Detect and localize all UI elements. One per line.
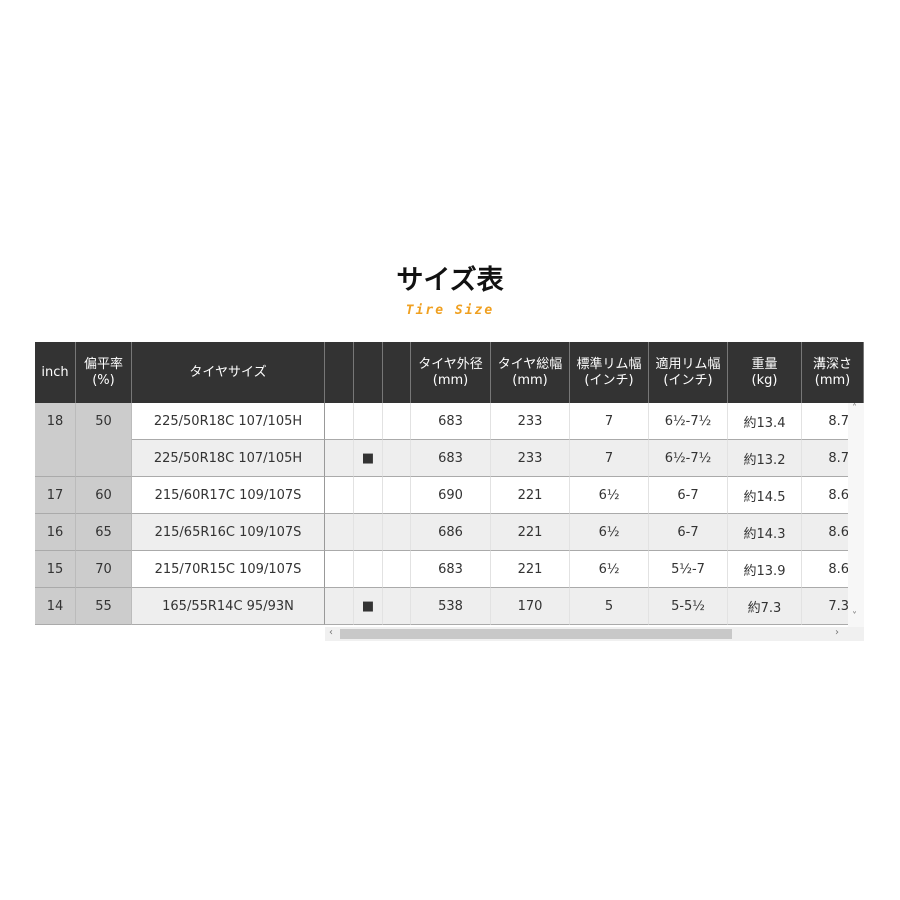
- cell-blank-2: [354, 514, 383, 551]
- cell-outer-diameter: 683: [411, 551, 491, 588]
- header-aspect-ratio: 偏平率 (%): [76, 342, 132, 403]
- cell-blank-3: [383, 440, 411, 477]
- cell-weight: 約13.9: [728, 551, 802, 588]
- cell-outer-diameter: 686: [411, 514, 491, 551]
- cell-blank-2: [354, 551, 383, 588]
- cell-blank-2: [354, 403, 383, 440]
- cell-standard-rim: 6½: [570, 514, 649, 551]
- header-inch: inch: [35, 342, 76, 403]
- cell-tire-size: 215/70R15C 109/107S: [132, 551, 325, 588]
- scrollbar-thumb[interactable]: [340, 629, 732, 639]
- cell-tread-depth: 7.3: [802, 588, 850, 625]
- header-blank-3: [383, 342, 411, 403]
- cell-tire-size: 225/50R18C 107/105H: [132, 440, 325, 477]
- header-weight: 重量 (kg): [728, 342, 802, 403]
- cell-applicable-rim: 6-7: [649, 514, 728, 551]
- cell-tread-depth: 8.7: [802, 403, 850, 440]
- cell-applicable-rim: 5-5½: [649, 588, 728, 625]
- cell-inch: 15: [35, 551, 76, 588]
- header-tread-depth: 溝深さ (mm): [802, 342, 864, 403]
- cell-standard-rim: 7: [570, 403, 649, 440]
- cell-tire-size: 165/55R14C 95/93N: [132, 588, 325, 625]
- cell-blank-1: [325, 514, 354, 551]
- cell-weight: 約13.2: [728, 440, 802, 477]
- scroll-right-icon[interactable]: ›: [835, 627, 839, 638]
- cell-tire-size: 225/50R18C 107/105H: [132, 403, 325, 440]
- cell-aspect-ratio: 50: [76, 403, 132, 440]
- cell-inch: 16: [35, 514, 76, 551]
- cell-standard-rim: 5: [570, 588, 649, 625]
- cell-tire-size: 215/65R16C 109/107S: [132, 514, 325, 551]
- cell-aspect-ratio: 60: [76, 477, 132, 514]
- cell-inch: [35, 440, 76, 477]
- cell-outer-diameter: 683: [411, 403, 491, 440]
- header-total-width: タイヤ総幅 (mm): [491, 342, 570, 403]
- cell-standard-rim: 6½: [570, 477, 649, 514]
- cell-weight: 約13.4: [728, 403, 802, 440]
- scroll-left-icon[interactable]: ‹: [329, 627, 333, 638]
- cell-total-width: 233: [491, 440, 570, 477]
- header-applicable-rim: 適用リム幅 (インチ): [649, 342, 728, 403]
- header-standard-rim: 標準リム幅 (インチ): [570, 342, 649, 403]
- cell-blank-2: ■: [354, 440, 383, 477]
- cell-inch: 17: [35, 477, 76, 514]
- cell-aspect-ratio: 65: [76, 514, 132, 551]
- cell-tread-depth: 8.6: [802, 514, 850, 551]
- cell-outer-diameter: 538: [411, 588, 491, 625]
- cell-blank-1: [325, 403, 354, 440]
- cell-tread-depth: 8.6: [802, 477, 850, 514]
- cell-total-width: 170: [491, 588, 570, 625]
- cell-weight: 約14.5: [728, 477, 802, 514]
- scroll-up-icon[interactable]: ˄: [852, 403, 857, 414]
- cell-total-width: 233: [491, 403, 570, 440]
- page-title: サイズ表: [396, 265, 504, 296]
- cell-blank-3: [383, 551, 411, 588]
- header-blank-2: [354, 342, 383, 403]
- cell-aspect-ratio: [76, 440, 132, 477]
- cell-standard-rim: 6½: [570, 551, 649, 588]
- cell-applicable-rim: 6-7: [649, 477, 728, 514]
- header-outer-diameter: タイヤ外径 (mm): [411, 342, 491, 403]
- cell-total-width: 221: [491, 477, 570, 514]
- cell-blank-3: [383, 588, 411, 625]
- cell-total-width: 221: [491, 514, 570, 551]
- cell-applicable-rim: 5½-7: [649, 551, 728, 588]
- header-tire-size: タイヤサイズ: [132, 342, 325, 403]
- cell-total-width: 221: [491, 551, 570, 588]
- cell-blank-1: [325, 477, 354, 514]
- cell-applicable-rim: 6½-7½: [649, 403, 728, 440]
- cell-blank-3: [383, 403, 411, 440]
- vertical-scrollbar[interactable]: ˄ ˅: [848, 403, 864, 627]
- cell-blank-3: [383, 514, 411, 551]
- cell-blank-1: [325, 551, 354, 588]
- cell-tread-depth: 8.7: [802, 440, 850, 477]
- scroll-down-icon[interactable]: ˅: [852, 611, 857, 622]
- header-blank-1: [325, 342, 354, 403]
- cell-blank-2: ■: [354, 588, 383, 625]
- cell-blank-3: [383, 477, 411, 514]
- cell-tread-depth: 8.6: [802, 551, 850, 588]
- horizontal-scrollbar[interactable]: ‹ ›: [325, 627, 864, 641]
- cell-aspect-ratio: 70: [76, 551, 132, 588]
- cell-blank-2: [354, 477, 383, 514]
- tire-size-table: 7.3 約7.3 5-5½ 5 170 538 ■ 165/55R14C 95/93N 55 14…: [35, 342, 864, 642]
- cell-aspect-ratio: 55: [76, 588, 132, 625]
- cell-outer-diameter: 690: [411, 477, 491, 514]
- cell-applicable-rim: 6½-7½: [649, 440, 728, 477]
- cell-standard-rim: 7: [570, 440, 649, 477]
- page-subtitle: Tire Size: [405, 303, 495, 318]
- cell-inch: 14: [35, 588, 76, 625]
- cell-blank-1: [325, 440, 354, 477]
- cell-inch: 18: [35, 403, 76, 440]
- cell-tire-size: 215/60R17C 109/107S: [132, 477, 325, 514]
- cell-weight: 約14.3: [728, 514, 802, 551]
- cell-weight: 約7.3: [728, 588, 802, 625]
- cell-blank-1: [325, 588, 354, 625]
- cell-outer-diameter: 683: [411, 440, 491, 477]
